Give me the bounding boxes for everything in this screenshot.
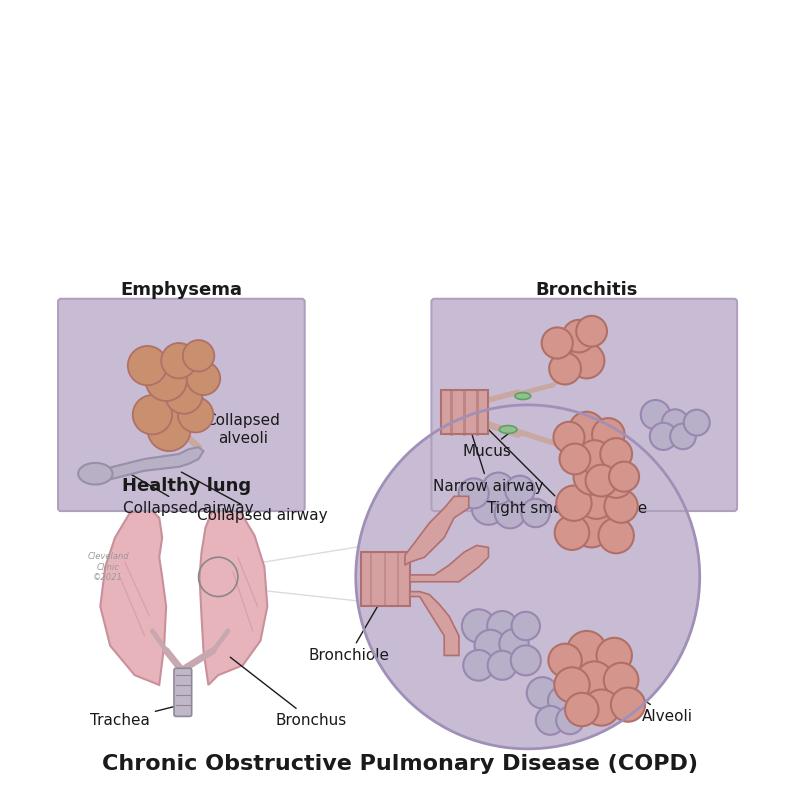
Circle shape [578, 440, 611, 474]
Circle shape [572, 508, 611, 547]
Circle shape [474, 630, 506, 662]
Circle shape [569, 412, 604, 447]
Circle shape [604, 662, 638, 698]
Circle shape [510, 646, 541, 675]
Circle shape [576, 316, 607, 346]
Circle shape [554, 422, 585, 453]
Circle shape [548, 686, 576, 715]
Circle shape [128, 346, 167, 386]
Text: Mucus: Mucus [462, 430, 514, 458]
Polygon shape [95, 447, 203, 483]
Text: Bronchus: Bronchus [230, 657, 347, 728]
Circle shape [133, 395, 172, 434]
Circle shape [549, 353, 581, 385]
Circle shape [684, 410, 710, 435]
Circle shape [569, 343, 604, 378]
Text: Collapsed airway: Collapsed airway [123, 472, 254, 515]
Circle shape [162, 343, 197, 378]
Circle shape [670, 423, 696, 449]
Circle shape [574, 458, 610, 494]
Circle shape [569, 690, 595, 716]
Circle shape [597, 638, 632, 673]
Circle shape [583, 690, 619, 726]
Text: Emphysema: Emphysema [121, 281, 243, 299]
Circle shape [567, 631, 606, 670]
Ellipse shape [499, 426, 517, 434]
FancyBboxPatch shape [431, 298, 737, 511]
Text: Bronchitis: Bronchitis [535, 281, 638, 299]
Circle shape [556, 706, 584, 734]
Polygon shape [405, 496, 469, 565]
Text: Chronic Obstructive Pulmonary Disease (COPD): Chronic Obstructive Pulmonary Disease (C… [102, 754, 698, 774]
Circle shape [472, 491, 505, 525]
Circle shape [499, 629, 529, 658]
FancyBboxPatch shape [174, 668, 192, 717]
Circle shape [598, 518, 634, 554]
Circle shape [556, 486, 592, 521]
Circle shape [356, 405, 700, 749]
Circle shape [548, 644, 582, 677]
FancyBboxPatch shape [58, 298, 305, 511]
Circle shape [578, 482, 615, 519]
Ellipse shape [515, 393, 530, 399]
Text: Collapsed airway: Collapsed airway [182, 472, 328, 523]
Text: Alveoli: Alveoli [604, 672, 693, 724]
Circle shape [487, 611, 518, 641]
Circle shape [609, 462, 639, 492]
Circle shape [650, 422, 677, 450]
Polygon shape [410, 546, 489, 582]
Circle shape [592, 418, 625, 450]
Circle shape [641, 400, 670, 430]
Circle shape [458, 478, 489, 508]
Circle shape [494, 498, 526, 528]
Circle shape [146, 360, 186, 401]
Text: Bronchiole: Bronchiole [309, 587, 390, 663]
Polygon shape [100, 508, 166, 685]
Circle shape [183, 340, 214, 371]
Text: Healthy lung: Healthy lung [122, 478, 251, 495]
Circle shape [542, 327, 573, 358]
Circle shape [178, 397, 214, 433]
Circle shape [565, 693, 598, 726]
Circle shape [526, 677, 558, 709]
Circle shape [536, 706, 565, 735]
Circle shape [554, 515, 590, 550]
Circle shape [186, 362, 220, 395]
Circle shape [463, 650, 494, 681]
Circle shape [147, 408, 190, 451]
Circle shape [462, 610, 495, 642]
Circle shape [586, 465, 618, 497]
Text: Narrow airway: Narrow airway [433, 414, 544, 494]
Circle shape [165, 377, 202, 414]
Text: Trachea: Trachea [90, 706, 179, 728]
Circle shape [522, 499, 550, 527]
Circle shape [599, 463, 634, 498]
Circle shape [554, 667, 590, 702]
Text: Cleveland
Clinic
©2021: Cleveland Clinic ©2021 [87, 552, 129, 582]
Circle shape [604, 490, 638, 523]
Polygon shape [410, 592, 459, 655]
Polygon shape [199, 506, 267, 685]
Circle shape [505, 476, 534, 505]
Polygon shape [361, 552, 410, 606]
Circle shape [511, 612, 540, 640]
Ellipse shape [78, 463, 113, 485]
Circle shape [559, 443, 590, 474]
Circle shape [611, 687, 645, 722]
Text: Tight smooth muscle: Tight smooth muscle [476, 417, 647, 515]
Polygon shape [442, 390, 489, 434]
Circle shape [600, 438, 632, 470]
Circle shape [576, 662, 614, 698]
Circle shape [662, 410, 689, 436]
Circle shape [482, 473, 514, 504]
Text: Collapsed
alveoli: Collapsed alveoli [177, 401, 280, 446]
Circle shape [562, 320, 595, 353]
Circle shape [488, 650, 517, 680]
